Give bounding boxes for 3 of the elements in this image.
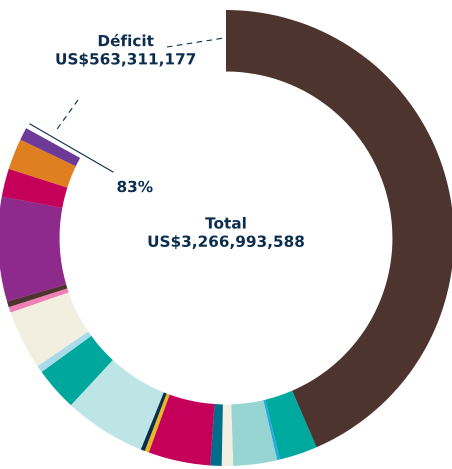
text: Total US$3,266,993,588	[148, 216, 304, 250]
text: Déficit US$563,311,177	[56, 34, 196, 67]
text: 83%	[117, 180, 153, 192]
